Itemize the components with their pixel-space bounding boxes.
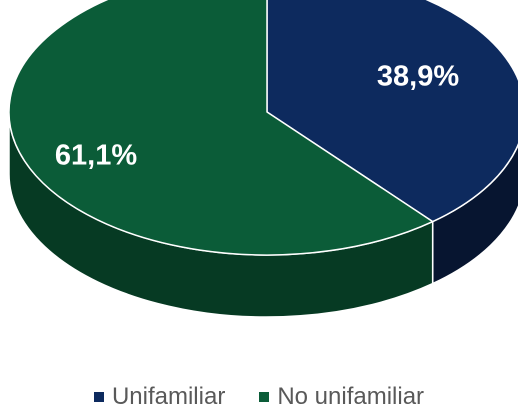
pie-slice-no-unifamiliar [8,0,434,256]
legend-item-no-unifamiliar: No unifamiliar [259,383,424,411]
legend-label-unifamiliar: Unifamiliar [111,383,226,410]
data-label-unifamiliar: 38,9% [376,60,460,93]
legend-item-unifamiliar: Unifamiliar [93,383,226,411]
legend-swatch-no-unifamiliar [259,392,270,402]
legend-swatch-unifamiliar [93,392,104,402]
data-label-no-unifamiliar: 61,1% [54,139,138,172]
legend-label-no-unifamiliar: No unifamiliar [277,383,425,410]
legend: Unifamiliar No unifamiliar [0,383,518,411]
pie-slice-unifamiliar [266,0,518,223]
